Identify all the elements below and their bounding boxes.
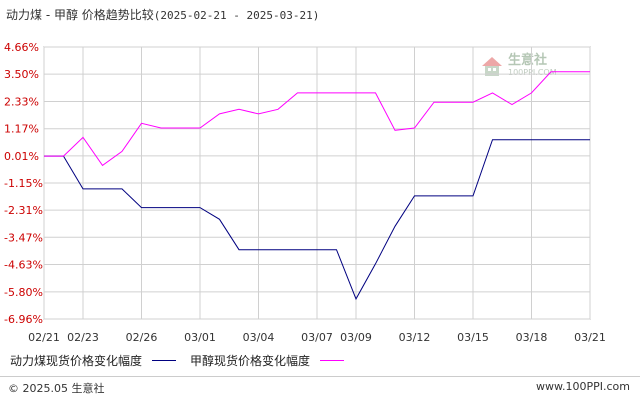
legend-swatch-series-2 [320,360,345,361]
x-tick-label: 03/15 [457,331,489,344]
footer-site-link[interactable]: www.100PPI.com [536,380,630,393]
legend-swatch-series-1 [152,360,177,361]
x-tick-label: 03/12 [399,331,431,344]
chart-title: 动力煤 - 甲醇 价格趋势比较(2025-02-21 - 2025-03-21) [6,6,319,23]
y-axis: 4.66% 3.50% 2.33% 1.17% 0.01% -1.15% -2.31% -3.… [4,41,43,326]
x-tick-label: 03/04 [243,331,275,344]
legend: 动力煤现货价格变化幅度 甲醇现货价格变化幅度 [10,352,358,369]
x-tick-label: 03/21 [574,331,606,344]
y-tick-label: 0.01% [4,150,39,163]
x-tick-label: 03/09 [340,331,372,344]
watermark-icon [482,57,502,76]
y-tick-label: -5.80% [4,286,43,299]
legend-label-series-1: 动力煤现货价格变化幅度 [10,354,143,368]
series-lines [44,71,590,301]
legend-label-series-2: 甲醇现货价格变化幅度 [190,354,311,368]
series-line-2 [44,71,590,167]
y-tick-label: 1.17% [4,123,39,136]
line-chart: 4.66% 3.50% 2.33% 1.17% 0.01% -1.15% -2.31% -3.… [4,41,606,344]
y-tick-label: -4.63% [4,258,43,271]
watermark-url: 100PPI.COM [508,67,557,77]
x-tick-label: 02/23 [67,331,99,344]
y-tick-label: -3.47% [4,231,43,244]
chart-title-main: 动力煤 - 甲醇 价格趋势比较 [6,8,154,22]
grid [43,46,591,320]
y-tick-label: 3.50% [4,68,39,81]
x-tick-label: 03/01 [184,331,216,344]
y-tick-label: 2.33% [4,96,39,109]
x-axis: 02/21 02/23 02/26 03/01 03/04 03/07 03/09 03/12… [28,331,606,344]
y-tick-label: 4.66% [4,41,39,54]
series-line-1 [44,139,590,301]
y-tick-label: -2.31% [4,204,43,217]
x-tick-label: 02/26 [126,331,158,344]
y-tick-label: -6.96% [4,313,43,326]
watermark-name: 生意社 [508,53,548,69]
footer-copyright: © 2025.05 生意社 [8,382,105,395]
x-tick-label: 02/21 [28,331,60,344]
x-tick-label: 03/18 [516,331,548,344]
watermark-logo: 生意社 100PPI.COM [480,54,557,78]
footer-divider [0,376,640,377]
chart-title-range: (2025-02-21 - 2025-03-21) [153,9,320,22]
x-tick-label: 03/07 [301,331,333,344]
y-tick-label: -1.15% [4,177,43,190]
